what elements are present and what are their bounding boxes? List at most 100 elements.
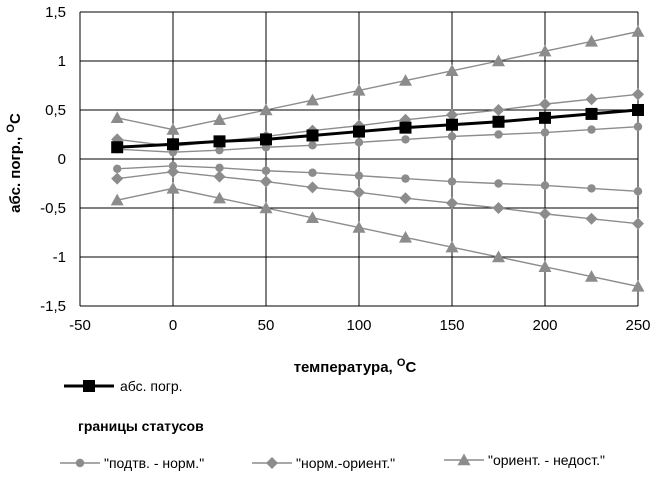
data-point <box>632 217 644 230</box>
data-point <box>352 83 366 96</box>
data-point <box>259 103 273 116</box>
x-tick-label: 100 <box>346 317 371 334</box>
x-tick-label: 250 <box>625 317 650 334</box>
series-circle <box>113 122 643 157</box>
data-point <box>446 118 458 131</box>
data-point <box>260 175 272 188</box>
data-point <box>446 197 458 210</box>
x-tick-label: 150 <box>439 317 464 334</box>
data-point <box>540 181 550 190</box>
data-point <box>539 98 551 111</box>
legend: границы статусов абс. погр. "подтв. - нор… <box>60 378 605 471</box>
data-point <box>585 93 598 106</box>
data-point <box>354 138 364 147</box>
data-point <box>539 207 551 220</box>
legend-item: абс. погр. <box>64 378 183 394</box>
series-square <box>111 104 644 154</box>
data-point <box>492 54 505 67</box>
y-tick-label: 0 <box>58 151 66 168</box>
data-point <box>446 108 458 121</box>
series-line <box>117 108 639 149</box>
y-tick-label: -0,5 <box>40 200 66 217</box>
legend-marker <box>266 457 278 469</box>
data-point <box>110 193 124 206</box>
data-point <box>399 230 412 243</box>
legend-group-title: границы статусов <box>78 418 204 434</box>
data-point <box>353 125 365 138</box>
x-axis-title: температура, OC <box>294 357 417 376</box>
data-point <box>213 170 226 183</box>
legend-label: "подтв. - норм." <box>104 455 204 471</box>
data-point <box>354 171 364 180</box>
data-point <box>215 163 224 173</box>
data-point <box>585 270 598 282</box>
data-point <box>492 250 505 263</box>
data-point <box>631 25 645 37</box>
y-tick-label: 1 <box>58 53 66 70</box>
data-point <box>213 113 226 125</box>
series-line <box>117 30 639 131</box>
data-point <box>353 186 365 199</box>
data-point <box>260 133 272 146</box>
x-tick-label: 50 <box>258 317 275 334</box>
data-point <box>540 128 550 137</box>
data-point <box>306 211 319 223</box>
data-point <box>492 104 505 116</box>
data-point <box>492 202 505 214</box>
data-point <box>585 212 598 225</box>
data-point <box>111 141 124 154</box>
data-point <box>445 64 459 76</box>
legend-item: "ориент. - недост." <box>444 452 605 468</box>
legend-marker <box>75 458 85 468</box>
data-point <box>259 201 273 214</box>
data-point <box>585 34 598 47</box>
data-point <box>447 132 457 141</box>
series-diamond <box>111 165 644 230</box>
data-point <box>167 138 179 151</box>
y-tick-label: -1,5 <box>40 298 66 315</box>
data-point <box>631 279 645 292</box>
data-point <box>445 240 459 253</box>
data-point <box>399 192 412 205</box>
data-point <box>261 166 271 175</box>
data-point <box>213 191 226 204</box>
data-point <box>113 164 122 173</box>
data-point <box>632 88 644 101</box>
data-point <box>215 145 224 155</box>
data-point <box>587 125 596 134</box>
series-line <box>117 187 639 288</box>
data-point <box>308 168 317 177</box>
series-line <box>117 171 639 225</box>
data-point <box>306 93 319 106</box>
data-point <box>539 111 551 124</box>
series-layer <box>110 25 645 292</box>
legend-label: "норм.-ориент." <box>296 455 395 471</box>
data-point <box>585 107 598 120</box>
series-line <box>117 93 639 147</box>
data-point <box>167 165 179 178</box>
y-tick-label: -1 <box>53 249 66 266</box>
legend-item: "норм.-ориент." <box>252 455 395 471</box>
data-point <box>306 129 319 142</box>
data-point <box>494 130 503 139</box>
legend-label: абс. погр. <box>120 378 183 394</box>
data-point <box>399 74 412 86</box>
series-line <box>117 125 639 153</box>
data-point <box>538 260 552 272</box>
data-point <box>306 181 319 194</box>
data-point <box>447 177 457 186</box>
data-point <box>166 123 180 135</box>
data-point <box>308 141 317 150</box>
legend-marker <box>457 453 471 466</box>
x-tick-label: -50 <box>69 317 91 334</box>
legend-label: "ориент. - недост." <box>488 452 605 468</box>
legend-item: "подтв. - норм." <box>60 455 204 471</box>
data-point <box>166 181 180 194</box>
series-circle <box>113 161 643 196</box>
data-point <box>633 122 643 131</box>
series-triangle <box>110 181 645 292</box>
data-point <box>587 184 596 193</box>
y-tick-label: 1,5 <box>45 4 66 21</box>
data-point <box>399 121 412 134</box>
